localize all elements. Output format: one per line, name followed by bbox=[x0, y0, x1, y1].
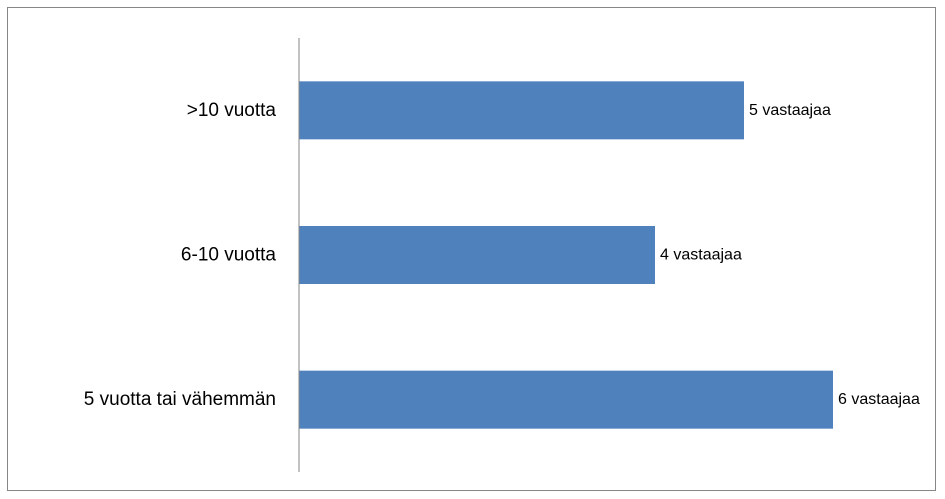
labels-group: >10 vuotta 5 vastaajaa 6-10 vuotta 4 vastaa… bbox=[84, 100, 920, 410]
category-label-1: 6-10 vuotta bbox=[181, 245, 276, 266]
bar-1 bbox=[299, 226, 655, 284]
category-label-2: 5 vuotta tai vähemmän bbox=[84, 389, 276, 410]
category-label-0: >10 vuotta bbox=[187, 100, 277, 121]
data-label-1: 4 vastaajaa bbox=[660, 247, 742, 264]
data-label-0: 5 vastaajaa bbox=[749, 102, 831, 119]
bars-group bbox=[299, 81, 833, 429]
bar-0 bbox=[299, 81, 744, 140]
data-label-2: 6 vastaajaa bbox=[838, 391, 920, 408]
bar-2 bbox=[299, 370, 833, 429]
